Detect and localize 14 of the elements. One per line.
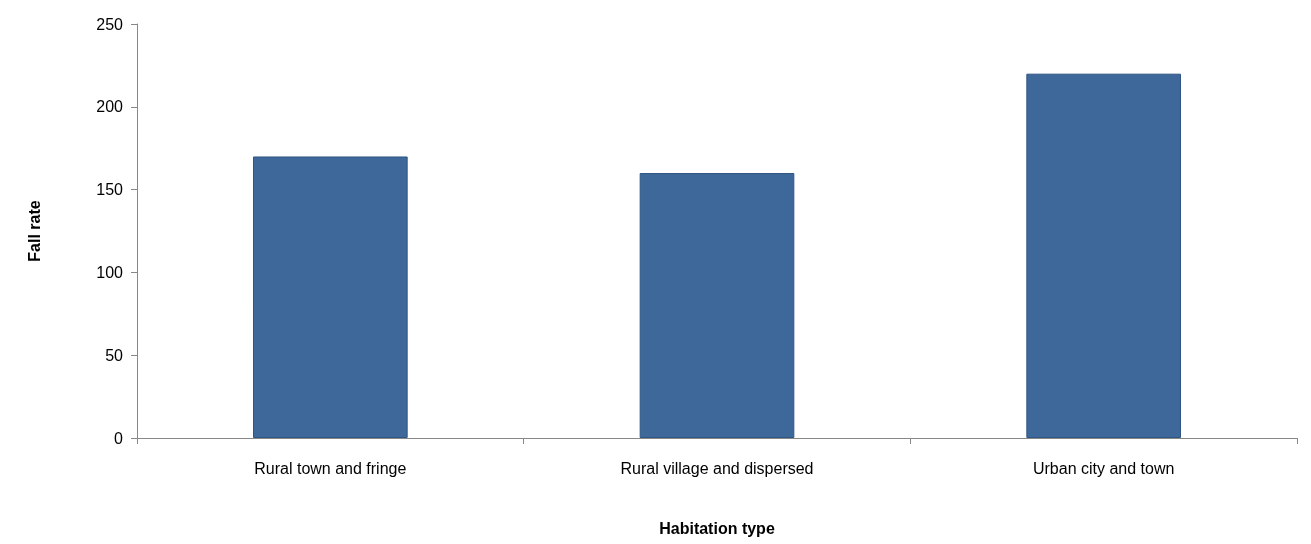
y-tick-label: 250 xyxy=(96,15,124,33)
bar xyxy=(1026,73,1181,438)
x-axis-title: Habitation type xyxy=(659,519,775,537)
x-tick-label: Rural village and dispersed xyxy=(620,459,814,477)
x-tick-label: Rural town and fringe xyxy=(254,459,407,477)
x-tick-label: Urban city and town xyxy=(1032,459,1175,477)
y-tick-label: 100 xyxy=(96,263,124,281)
y-tick-label: 200 xyxy=(96,98,124,116)
y-tick-label: 50 xyxy=(105,346,124,364)
y-tick-label: 150 xyxy=(96,181,124,199)
bar xyxy=(639,173,795,438)
bar xyxy=(253,156,408,438)
y-axis-title: Fall rate xyxy=(25,200,43,262)
y-tick-label: 0 xyxy=(114,429,124,447)
